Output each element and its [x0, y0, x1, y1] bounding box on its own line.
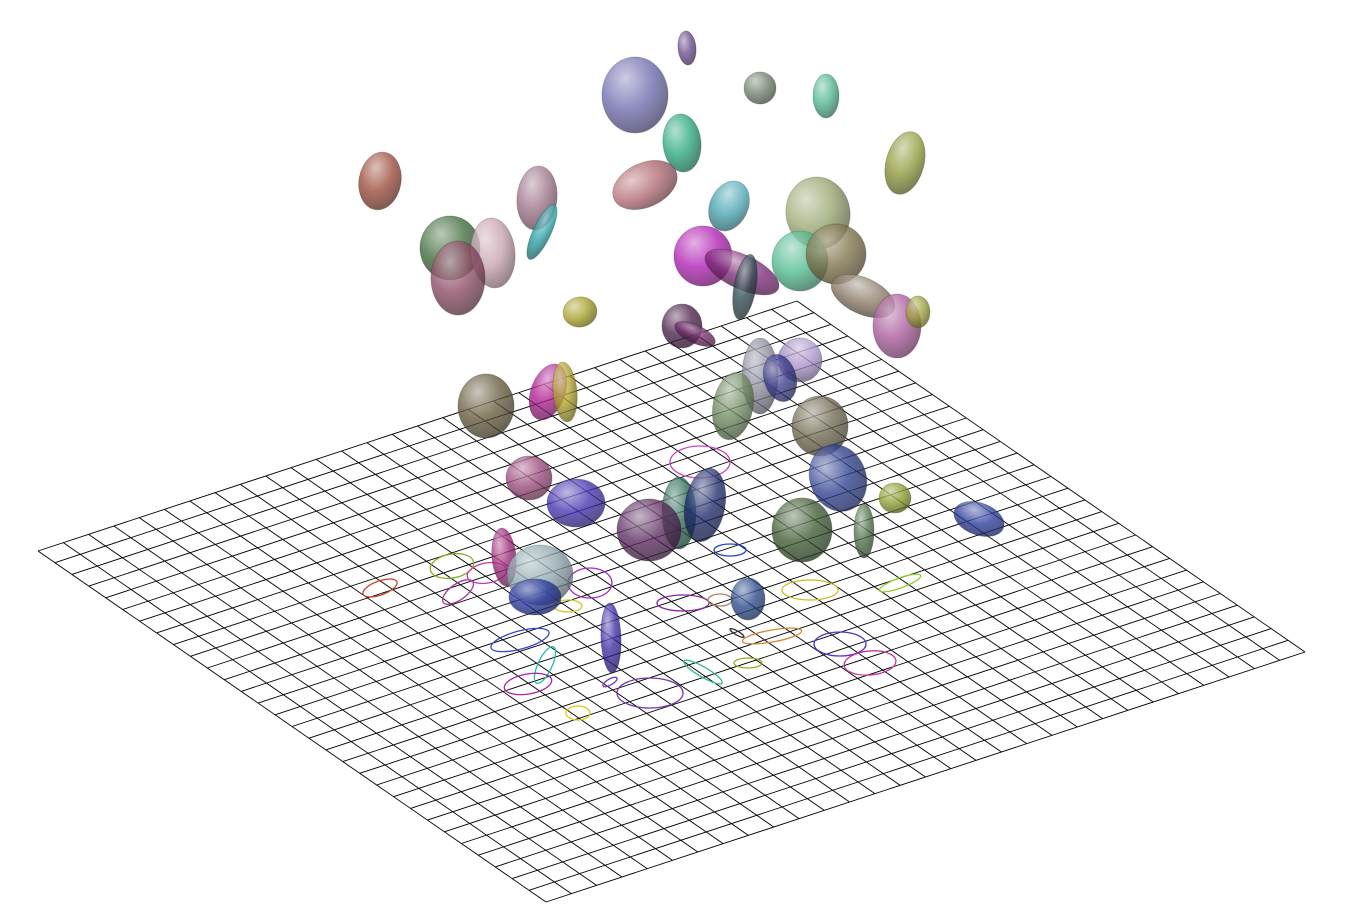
grid-line [291, 476, 1052, 727]
ellipsoid-7 [358, 151, 402, 211]
ellipsoid-38 [505, 455, 553, 501]
grid-line [393, 546, 1153, 798]
shadow-outline-22 [813, 631, 867, 657]
ellipsoid-5 [662, 113, 702, 173]
ellipsoid-26 [674, 321, 716, 347]
grid-line [528, 639, 1289, 891]
ellipsoid-24 [562, 296, 598, 328]
ellipsoid-14 [430, 240, 486, 316]
ellipsoid-49 [600, 602, 622, 674]
ellipsoid-37 [953, 501, 1005, 537]
shadow-outline-17 [713, 543, 747, 557]
grid-line [444, 581, 1204, 833]
ellipsoid-48 [730, 577, 766, 621]
ellipsoid-2 [601, 56, 669, 134]
grid-line [461, 593, 1221, 844]
shadow-outline-18 [733, 657, 763, 669]
ellipsoid-29 [762, 354, 798, 402]
grid-line [342, 511, 1102, 763]
shadow-outline-24 [729, 627, 745, 639]
ellipsoid-11 [526, 204, 558, 260]
shadow-outline-20 [781, 579, 839, 601]
ellipsoid-4 [812, 73, 840, 119]
ellipsoid-44 [853, 503, 875, 559]
shadow-outline-19 [741, 627, 803, 645]
shadow-outline-12 [602, 676, 618, 688]
ellipsoid-35 [808, 444, 868, 512]
grid-line [511, 628, 1272, 880]
ellipsoid-1 [677, 30, 697, 66]
shadow-outline-23 [843, 650, 897, 676]
ellipsoid-36 [878, 482, 912, 514]
ellipsoid-47 [508, 578, 562, 616]
grid-line [71, 323, 832, 575]
ellipsoid-9 [708, 180, 750, 232]
ellipsoid-3 [743, 71, 777, 105]
shadow-outline-21 [878, 573, 922, 593]
ellipsoid-8 [612, 160, 678, 210]
grid-line [325, 499, 1086, 751]
ellipsoid-layer [358, 30, 1005, 674]
grid-line [88, 335, 848, 587]
ellipsoid-42 [616, 498, 682, 562]
ellipsoid-6 [884, 131, 926, 195]
grid-line [545, 651, 1306, 903]
grid-line [376, 534, 1136, 786]
ellipsoid-43 [771, 497, 833, 563]
ellipsoid-20 [732, 254, 758, 320]
grid-line [495, 616, 1255, 868]
shadow-outline-14 [683, 659, 723, 685]
ellipsoid-23 [905, 295, 931, 329]
grid-line [156, 382, 916, 634]
shadow-outline-8 [533, 645, 557, 685]
ellipsoid-30 [712, 371, 754, 441]
shadow-outline-11 [616, 677, 684, 709]
ellipsoid-33 [552, 361, 578, 423]
shadow-outline-9 [503, 672, 553, 696]
grid-line [410, 557, 1170, 809]
grid-line [241, 440, 1001, 692]
grid-line [427, 569, 1187, 821]
grid-line [478, 604, 1238, 856]
grid-line [359, 522, 1119, 774]
shadow-outline-10 [565, 705, 591, 721]
grid-line [54, 312, 815, 564]
grid-line [308, 487, 1069, 739]
shadow-outline-2 [429, 552, 475, 580]
shadow-outlines [362, 445, 922, 721]
shadow-outline-1 [362, 578, 398, 598]
ellipsoid-31 [457, 373, 515, 439]
ellipsoid-39 [546, 478, 606, 528]
ellipsoid-41 [683, 467, 727, 543]
shadow-outline-5 [490, 627, 550, 653]
